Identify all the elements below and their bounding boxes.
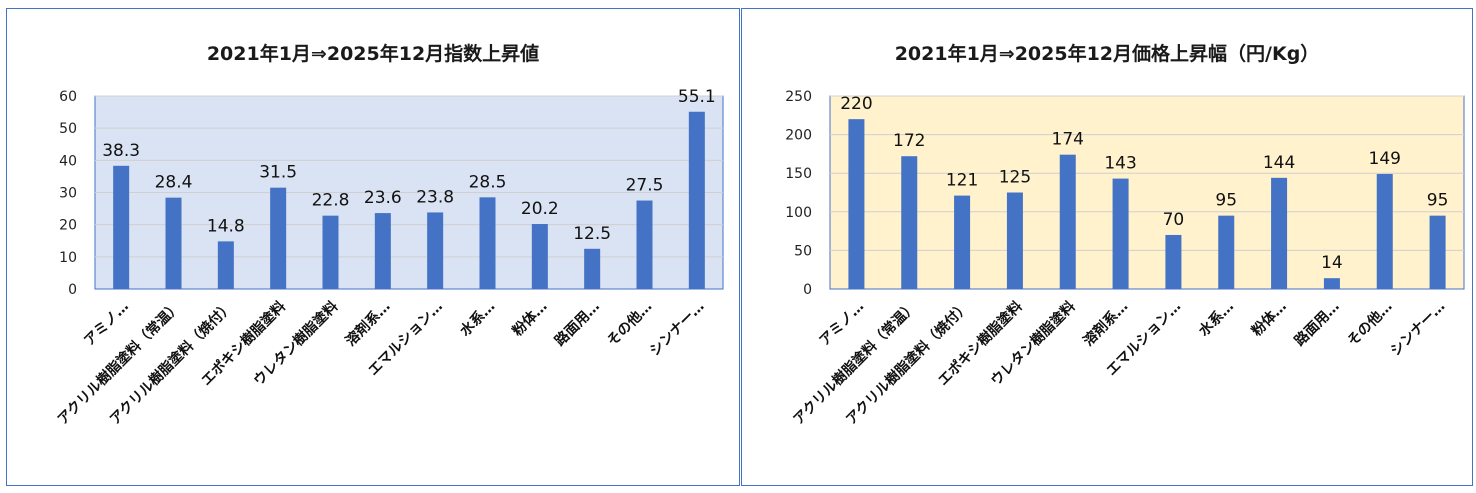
bar <box>584 248 601 289</box>
bar <box>1165 234 1182 289</box>
bar <box>688 111 705 290</box>
bar <box>270 187 287 289</box>
data-label: 125 <box>999 168 1031 188</box>
bar <box>1323 278 1340 289</box>
data-label: 28.5 <box>469 172 507 192</box>
y-tick-label: 50 <box>794 243 812 259</box>
chart-title: 2021年1月⇒2025年12月価格上昇幅（円/Kg） <box>894 43 1320 65</box>
data-label: 220 <box>840 94 872 114</box>
bar-chart-index-rise: 010203040506038.3アミノ…28.4アクリル樹脂塗料（常温）14.… <box>54 87 724 428</box>
y-tick-label: 20 <box>59 218 77 234</box>
bar <box>165 197 182 289</box>
bar <box>1271 177 1288 289</box>
data-label: 55.1 <box>678 87 716 107</box>
bar <box>479 197 496 289</box>
x-tick-label: 路面用… <box>551 298 603 350</box>
y-tick-label: 30 <box>59 186 77 202</box>
data-label: 143 <box>1104 154 1136 174</box>
data-label: 23.8 <box>416 187 454 207</box>
bar <box>113 165 130 289</box>
data-label: 22.8 <box>312 191 350 211</box>
data-label: 31.5 <box>259 163 297 183</box>
data-label: 149 <box>1369 149 1401 169</box>
data-label: 12.5 <box>573 224 611 244</box>
data-label: 28.4 <box>155 173 193 193</box>
bar <box>531 224 548 289</box>
y-tick-label: 50 <box>59 121 77 137</box>
data-label: 95 <box>1215 191 1237 211</box>
x-tick-label: シンナー… <box>1388 299 1449 360</box>
bar <box>848 119 865 289</box>
data-label: 144 <box>1263 153 1295 173</box>
data-label: 70 <box>1163 210 1185 230</box>
x-tick-label: シンナー… <box>647 299 708 360</box>
y-tick-label: 250 <box>785 89 812 105</box>
bar <box>374 213 391 289</box>
bar <box>954 195 971 289</box>
x-tick-label: 路面用… <box>1291 298 1343 350</box>
data-label: 20.2 <box>521 199 559 219</box>
x-tick-label: 粉体… <box>509 298 551 340</box>
x-tick-label: 溶剤系… <box>342 298 394 350</box>
data-label: 14 <box>1321 253 1343 273</box>
bar <box>1006 192 1023 289</box>
bar <box>217 241 234 289</box>
bar <box>322 215 339 289</box>
y-tick-label: 200 <box>785 128 812 144</box>
bar <box>901 156 918 289</box>
chart-title: 2021年1月⇒2025年12月指数上昇値 <box>206 43 540 65</box>
y-tick-label: 100 <box>785 205 812 221</box>
y-tick-label: 0 <box>803 282 812 298</box>
y-tick-label: 150 <box>785 166 812 182</box>
x-tick-label: 水系… <box>1195 298 1237 340</box>
x-tick-label: 粉体… <box>1248 298 1290 340</box>
plot-area <box>829 95 1465 290</box>
data-label: 14.8 <box>207 216 245 236</box>
x-tick-label: アミノ… <box>817 299 868 350</box>
data-label: 95 <box>1427 191 1449 211</box>
y-tick-label: 60 <box>59 89 77 105</box>
data-label: 27.5 <box>626 176 664 196</box>
x-tick-label: その他… <box>1344 298 1396 350</box>
data-label: 174 <box>1052 130 1084 150</box>
x-tick-label: 溶剤系… <box>1080 298 1132 350</box>
x-tick-label: アミノ… <box>81 299 132 350</box>
y-tick-label: 0 <box>68 282 77 298</box>
bar <box>1218 215 1235 289</box>
chart-panel-index-rise: 2021年1月⇒2025年12月指数上昇値 0 10 20 30 40 50 60 38.3 ア… <box>6 8 740 486</box>
y-tick-label: 40 <box>59 153 77 169</box>
bar <box>427 212 444 289</box>
data-label: 38.3 <box>102 141 140 161</box>
y-tick-label: 10 <box>59 250 77 266</box>
data-label: 172 <box>893 131 925 151</box>
bar <box>1429 215 1446 289</box>
x-tick-label: その他… <box>604 298 656 350</box>
data-label: 23.6 <box>364 188 402 208</box>
chart-panel-price-rise: 2021年1月⇒2025年12月価格上昇幅（円/Kg） 0 50 100 150 200… <box>741 8 1473 486</box>
bar <box>1376 173 1393 289</box>
bar <box>636 200 653 289</box>
x-tick-label: 水系… <box>457 298 499 340</box>
data-label: 121 <box>946 171 978 191</box>
bar <box>1059 154 1076 289</box>
bar <box>1112 178 1129 289</box>
